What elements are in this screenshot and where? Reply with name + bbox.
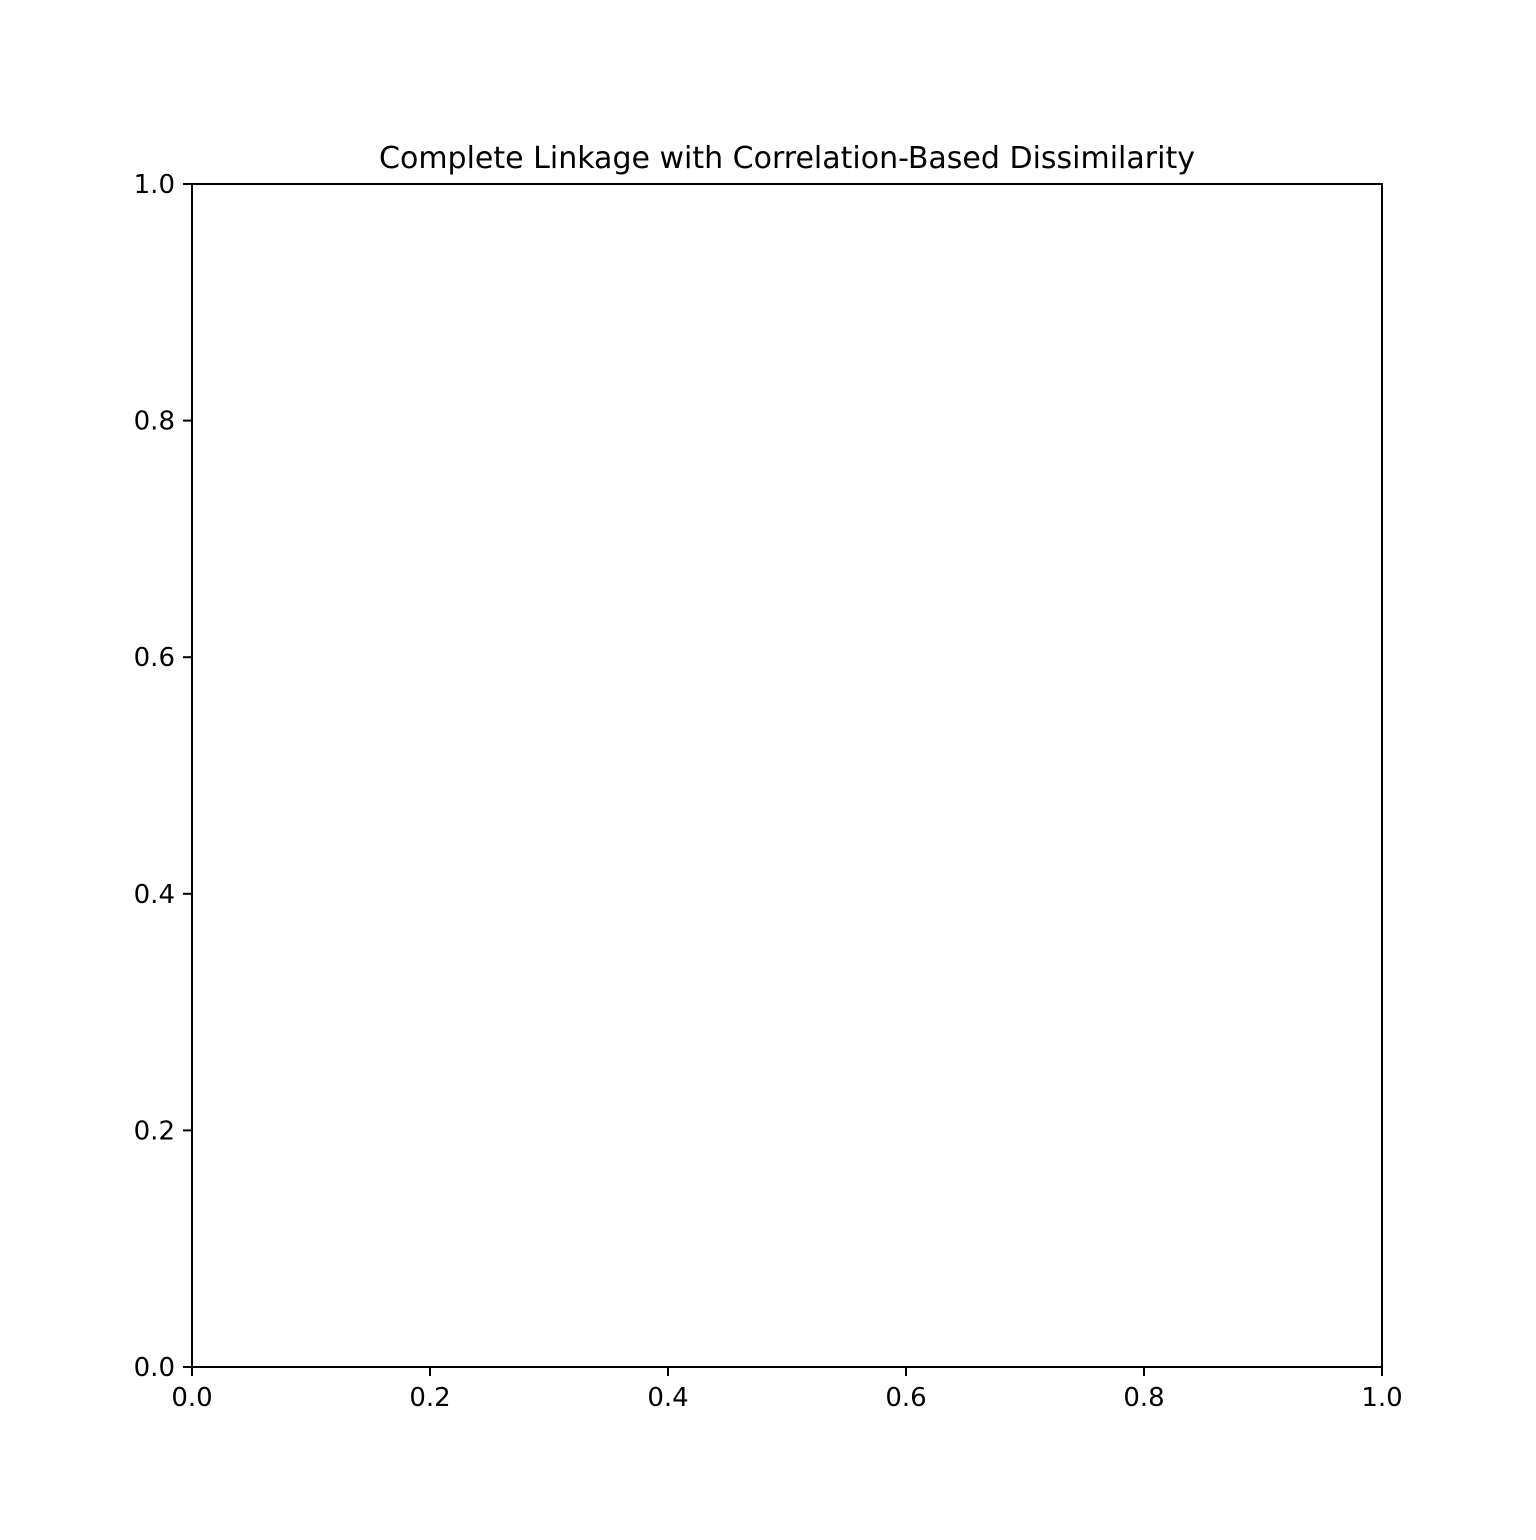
y-tick-label: 0.6 bbox=[134, 643, 175, 673]
x-axis: 0.0 0.2 0.4 0.6 0.8 1.0 bbox=[171, 1367, 1403, 1413]
x-tick-label: 0.4 bbox=[647, 1383, 688, 1413]
x-tick-label: 0.2 bbox=[409, 1383, 450, 1413]
y-tick-label: 0.2 bbox=[134, 1116, 175, 1146]
axes-frame bbox=[191, 183, 1383, 1368]
x-tick-label: 0.8 bbox=[1123, 1383, 1164, 1413]
y-tick-label: 0.0 bbox=[134, 1353, 175, 1383]
x-tick-label: 0.6 bbox=[885, 1383, 926, 1413]
y-axis: 0.0 0.2 0.4 0.6 0.8 1.0 bbox=[134, 170, 192, 1383]
x-tick-label: 1.0 bbox=[1361, 1383, 1402, 1413]
chart-title: Complete Linkage with Correlation-Based … bbox=[379, 141, 1195, 176]
y-tick-label: 0.4 bbox=[134, 880, 175, 910]
y-tick-label: 0.8 bbox=[134, 407, 175, 437]
x-tick-label: 0.0 bbox=[171, 1383, 212, 1413]
plot-area: 0.0 0.2 0.4 0.6 0.8 1.0 0.0 0.2 0.4 0.6 0.8 1.0 bbox=[134, 170, 1403, 1413]
plot-background bbox=[192, 184, 1382, 1367]
y-tick-label: 1.0 bbox=[134, 170, 175, 200]
